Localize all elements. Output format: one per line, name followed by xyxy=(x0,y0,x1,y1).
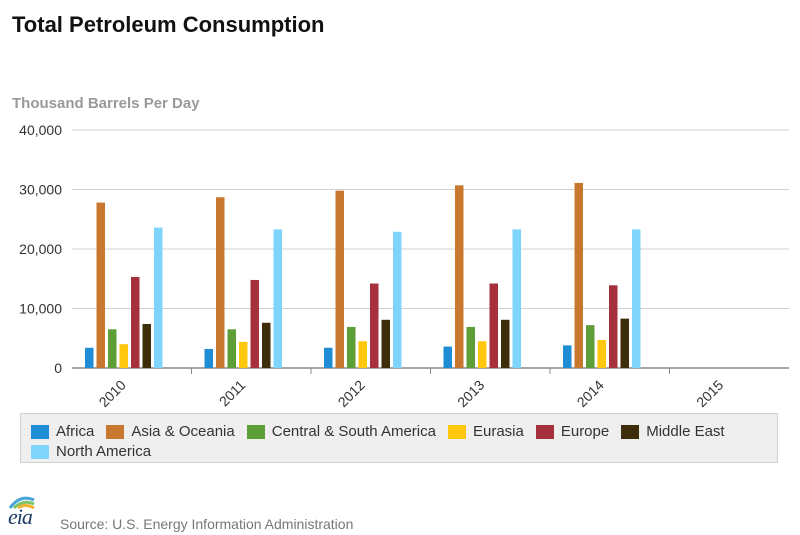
legend-swatch xyxy=(246,425,265,439)
source-text: Source: U.S. Energy Information Administ… xyxy=(60,516,354,532)
y-tick-labels: 0 10,000 20,000 30,000 40,000 xyxy=(19,122,62,376)
eia-logo-mark xyxy=(8,496,35,510)
x-tick-labels: 2010 2011 2012 2013 2014 2015 xyxy=(96,377,727,410)
bars xyxy=(85,182,641,368)
bar-2011-asia-oceania[interactable] xyxy=(216,197,225,368)
x-tick-label: 2015 xyxy=(693,377,726,410)
y-tick-label: 40,000 xyxy=(19,122,62,138)
bar-2012-asia-oceania[interactable] xyxy=(335,190,345,368)
x-tick-label: 2012 xyxy=(335,377,368,410)
bar-2010-eurasia[interactable] xyxy=(119,344,129,368)
x-tick-label: 2013 xyxy=(454,377,487,410)
eia-logo-text: eia xyxy=(8,504,33,529)
bar-2011-middle-east[interactable] xyxy=(262,322,271,368)
footer: eia xyxy=(6,494,52,530)
legend-swatch xyxy=(447,425,466,439)
bar-2012-eurasia[interactable] xyxy=(358,341,368,368)
bar-2010-africa[interactable] xyxy=(85,347,94,368)
bar-2014-asia-oceania[interactable] xyxy=(574,182,584,368)
bar-2011-central-south-america[interactable] xyxy=(227,329,237,368)
x-tick-label: 2014 xyxy=(574,377,607,410)
x-tick-label: 2011 xyxy=(216,377,249,410)
legend-swatch xyxy=(621,425,640,439)
legend-item[interactable]: Europe xyxy=(535,422,610,442)
bar-2012-europe[interactable] xyxy=(370,283,379,368)
y-axis-label: Thousand Barrels Per Day xyxy=(12,95,200,112)
bar-2013-europe[interactable] xyxy=(489,283,499,368)
chart-title: Total Petroleum Consumption xyxy=(12,12,325,37)
legend-label: Eurasia xyxy=(472,423,524,440)
legend-item[interactable]: Eurasia xyxy=(447,422,524,442)
bar-2010-asia-oceania[interactable] xyxy=(96,202,106,368)
bar-2012-north-america[interactable] xyxy=(393,231,402,368)
legend-item[interactable]: Asia & Oceania xyxy=(106,422,235,442)
bar-2013-asia-oceania[interactable] xyxy=(455,185,464,368)
chart-plot: Thousand Barrels Per Day 0 10,000 20,000 30… xyxy=(12,95,789,410)
legend-label: Africa xyxy=(56,423,95,440)
y-tick-label: 0 xyxy=(54,360,62,376)
y-tick-label: 20,000 xyxy=(19,241,62,257)
bar-2010-middle-east[interactable] xyxy=(142,323,152,368)
bar-2014-north-america[interactable] xyxy=(632,229,641,368)
y-tick-label: 10,000 xyxy=(19,301,62,317)
legend-swatch xyxy=(535,425,554,439)
y-tick-label: 30,000 xyxy=(19,182,62,198)
bar-2013-middle-east[interactable] xyxy=(501,319,510,368)
bar-2011-north-america[interactable] xyxy=(273,229,283,368)
gridlines xyxy=(72,129,789,374)
bar-2010-europe[interactable] xyxy=(131,276,140,368)
eia-logo: eia xyxy=(6,494,52,530)
legend-item[interactable]: Middle East xyxy=(621,422,725,442)
bar-2012-middle-east[interactable] xyxy=(381,319,391,368)
bar-2014-middle-east[interactable] xyxy=(620,318,630,368)
bar-2013-central-south-america[interactable] xyxy=(466,326,476,368)
bar-2014-europe[interactable] xyxy=(609,285,618,368)
legend-items: Africa Asia & Oceania Central & South Amer… xyxy=(21,414,777,462)
legend-label: Europe xyxy=(560,423,610,440)
bar-2013-eurasia[interactable] xyxy=(478,341,487,368)
legend-item[interactable]: Central & South America xyxy=(246,422,436,442)
legend-item[interactable]: Africa xyxy=(31,422,94,442)
bar-2011-africa[interactable] xyxy=(204,348,214,368)
legend-swatch xyxy=(31,445,49,459)
legend-label: North America xyxy=(56,443,152,460)
legend-swatch xyxy=(106,425,125,439)
bar-2012-central-south-america[interactable] xyxy=(347,326,356,368)
bar-2011-europe[interactable] xyxy=(250,279,260,368)
bar-2010-north-america[interactable] xyxy=(154,227,163,368)
bar-2012-africa[interactable] xyxy=(324,347,333,368)
legend-label: Asia & Oceania xyxy=(131,423,235,440)
legend-swatch xyxy=(31,425,49,439)
legend-label: Central & South America xyxy=(271,423,436,440)
x-tick-label: 2010 xyxy=(96,377,129,410)
legend: Africa Asia & Oceania Central & South Amer… xyxy=(20,413,778,463)
legend-label: Middle East xyxy=(646,423,725,440)
legend-item[interactable]: North America xyxy=(31,442,151,462)
bar-2013-africa[interactable] xyxy=(443,346,453,368)
bar-2013-north-america[interactable] xyxy=(512,229,522,368)
bar-2014-africa[interactable] xyxy=(563,345,572,368)
bar-2011-eurasia[interactable] xyxy=(239,341,248,368)
bar-2014-eurasia[interactable] xyxy=(597,340,607,368)
bar-2010-central-south-america[interactable] xyxy=(108,329,117,368)
bar-2014-central-south-america[interactable] xyxy=(586,325,595,368)
